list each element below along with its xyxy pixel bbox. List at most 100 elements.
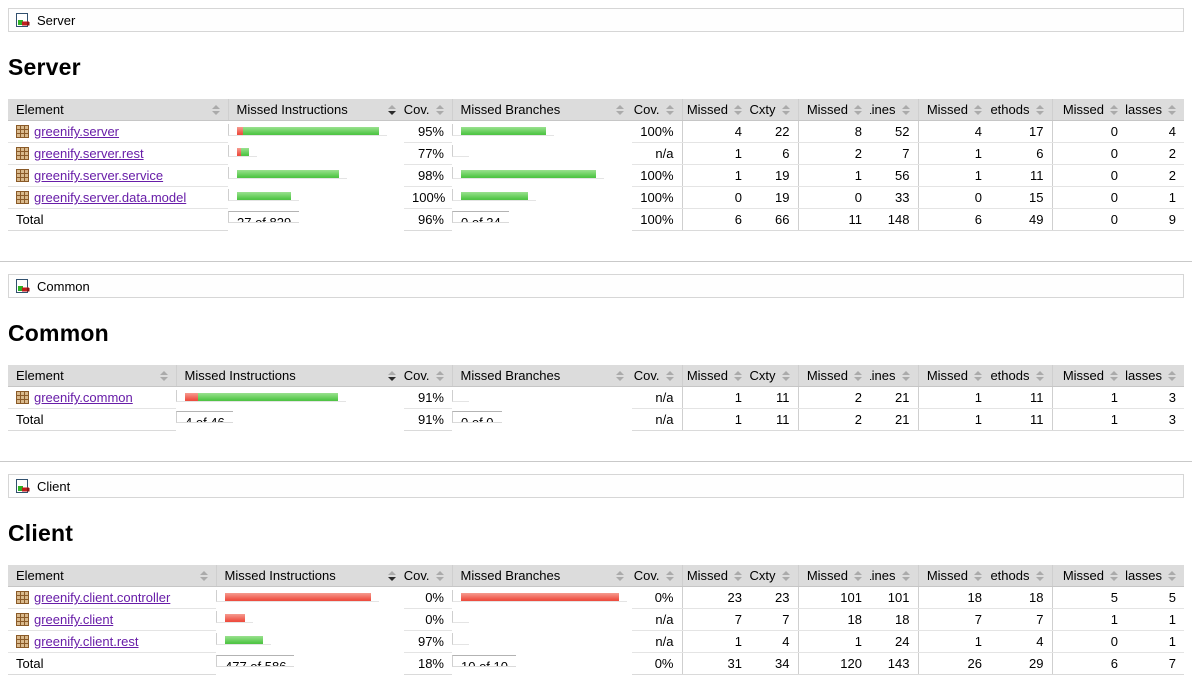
cell-lines-8: 101: [870, 586, 918, 609]
cell-cxty-6: 7: [750, 608, 798, 631]
covered-bar-segment: [237, 170, 339, 179]
cell-branch-coverage: n/a: [632, 386, 682, 409]
column-header-cov-4[interactable]: Cov.: [632, 565, 682, 587]
cell-classes-12: 1: [1126, 608, 1184, 631]
cell-missed-branches: [452, 123, 554, 136]
cell-cxty-6: 6: [750, 142, 798, 165]
cell-missed-5: 31: [681, 652, 750, 675]
coverage-bar: [461, 126, 546, 135]
column-header-missed-9[interactable]: Missed: [917, 99, 990, 121]
column-header-classes-12[interactable]: Classes: [1126, 365, 1184, 387]
column-header-element-0[interactable]: Element: [8, 365, 176, 387]
column-header-missed-5[interactable]: Missed: [681, 99, 750, 121]
package-icon: [16, 169, 29, 182]
column-header-cxty-6[interactable]: Cxty: [750, 99, 798, 121]
column-header-missed-5[interactable]: Missed: [681, 565, 750, 587]
table-total-row: Total 27 of 829 96% 0 of 34 100% 6 66 11 148 6 49 0…: [8, 208, 1184, 231]
column-header-label: Cxty: [750, 102, 776, 117]
column-header-label: Missed: [686, 102, 728, 117]
column-header-missed-instructions-1[interactable]: Missed Instructions: [215, 565, 404, 587]
cell-cxty-6: 11: [750, 386, 798, 409]
cell-lines-8: 18: [870, 608, 918, 631]
package-link[interactable]: greenify.client.rest: [34, 634, 139, 649]
column-header-cov-2[interactable]: Cov.: [404, 365, 452, 387]
column-header-cxty-6[interactable]: Cxty: [750, 565, 798, 587]
column-header-methods-10[interactable]: Methods: [990, 565, 1052, 587]
package-link[interactable]: greenify.server: [34, 124, 120, 139]
column-header-missed-7[interactable]: Missed: [797, 365, 870, 387]
cell-missed-7: 2: [797, 142, 870, 165]
cell-missed-7: 120: [797, 652, 870, 675]
column-header-cov-2[interactable]: Cov.: [404, 565, 452, 587]
coverage-bar: [225, 636, 263, 645]
column-header-missed-7[interactable]: Missed: [797, 565, 870, 587]
breadcrumb-label: Server: [37, 12, 76, 28]
sort-icon: [974, 104, 982, 115]
column-header-cov-4[interactable]: Cov.: [632, 99, 682, 121]
column-header-missed-instructions-1[interactable]: Missed Instructions: [227, 99, 404, 121]
cell-instruction-coverage: 96%: [404, 208, 452, 231]
cell-branch-coverage: 0%: [632, 586, 682, 609]
table-header-row: Element Missed Instructions Cov. Missed Bra…: [8, 99, 1184, 121]
column-header-missed-9[interactable]: Missed: [917, 565, 990, 587]
column-header-classes-12[interactable]: Classes: [1126, 565, 1184, 587]
sort-icon: [616, 570, 624, 581]
cell-classes-12: 2: [1126, 164, 1184, 187]
cell-methods-10: 49: [990, 208, 1052, 231]
column-header-lines-8[interactable]: Lines: [870, 565, 918, 587]
cell-instruction-coverage: 97%: [404, 630, 452, 653]
column-header-missed-7[interactable]: Missed: [797, 99, 870, 121]
package-link[interactable]: greenify.client: [34, 612, 114, 627]
coverage-bar: [237, 192, 291, 201]
column-header-missed-branches-3[interactable]: Missed Branches: [451, 365, 632, 387]
column-header-element-0[interactable]: Element: [8, 565, 216, 587]
column-header-methods-10[interactable]: Methods: [990, 365, 1052, 387]
column-header-label: Lines: [870, 568, 896, 583]
column-header-label: Cov.: [404, 102, 430, 117]
cell-missed-branches: [452, 189, 536, 202]
cell-methods-10: 11: [990, 164, 1052, 187]
cell-methods-10: 18: [990, 586, 1052, 609]
cell-instruction-coverage: 0%: [404, 586, 452, 609]
column-header-cxty-6[interactable]: Cxty: [750, 365, 798, 387]
cell-classes-12: 1: [1126, 186, 1184, 209]
column-header-label: Classes: [1126, 568, 1162, 583]
package-link[interactable]: greenify.server.service: [34, 168, 164, 183]
column-header-methods-10[interactable]: Methods: [990, 99, 1052, 121]
column-header-lines-8[interactable]: Lines: [870, 365, 918, 387]
table-row: greenify.client.controller 0% 0% 23 23 101 101…: [8, 586, 1184, 609]
column-header-missed-instructions-1[interactable]: Missed Instructions: [175, 365, 404, 387]
column-header-missed-9[interactable]: Missed: [917, 365, 990, 387]
package-link[interactable]: greenify.server.data.model: [34, 190, 187, 205]
column-header-element-0[interactable]: Element: [8, 99, 228, 121]
column-header-missed-branches-3[interactable]: Missed Branches: [451, 99, 632, 121]
breadcrumb: Client: [8, 474, 1184, 498]
cell-element: greenify.server.rest: [8, 142, 228, 165]
column-header-cov-2[interactable]: Cov.: [404, 99, 452, 121]
cell-lines-8: 52: [870, 120, 918, 143]
column-header-classes-12[interactable]: Classes: [1126, 99, 1184, 121]
cell-missed-9: 1: [917, 630, 990, 653]
table-row: greenify.common 91% n/a 1 11 2 21 1 11 1 3: [8, 386, 1184, 409]
package-link[interactable]: greenify.server.rest: [34, 146, 144, 161]
cell-lines-8: 21: [870, 408, 918, 431]
table-row: greenify.client.rest 97% n/a 1 4 1 24 1 4 0 1: [8, 630, 1184, 653]
cell-element: greenify.client.controller: [8, 586, 216, 609]
column-header-missed-11[interactable]: Missed: [1051, 99, 1126, 121]
column-header-missed-11[interactable]: Missed: [1051, 365, 1126, 387]
column-header-missed-5[interactable]: Missed: [681, 365, 750, 387]
package-link[interactable]: greenify.common: [34, 390, 133, 405]
cell-methods-10: 6: [990, 142, 1052, 165]
column-header-missed-branches-3[interactable]: Missed Branches: [451, 565, 632, 587]
covered-bar-segment: [243, 126, 379, 135]
cell-missed-instructions: 27 of 829: [228, 211, 300, 224]
column-header-cov-4[interactable]: Cov.: [632, 365, 682, 387]
sort-icon: [734, 570, 742, 581]
column-header-missed-11[interactable]: Missed: [1051, 565, 1126, 587]
package-link[interactable]: greenify.client.controller: [34, 590, 171, 605]
column-header-lines-8[interactable]: Lines: [870, 99, 918, 121]
breadcrumb: Server: [8, 8, 1184, 32]
covered-bar-segment: [225, 636, 263, 645]
coverage-bar: [461, 170, 596, 179]
cell-methods-10: 4: [990, 630, 1052, 653]
